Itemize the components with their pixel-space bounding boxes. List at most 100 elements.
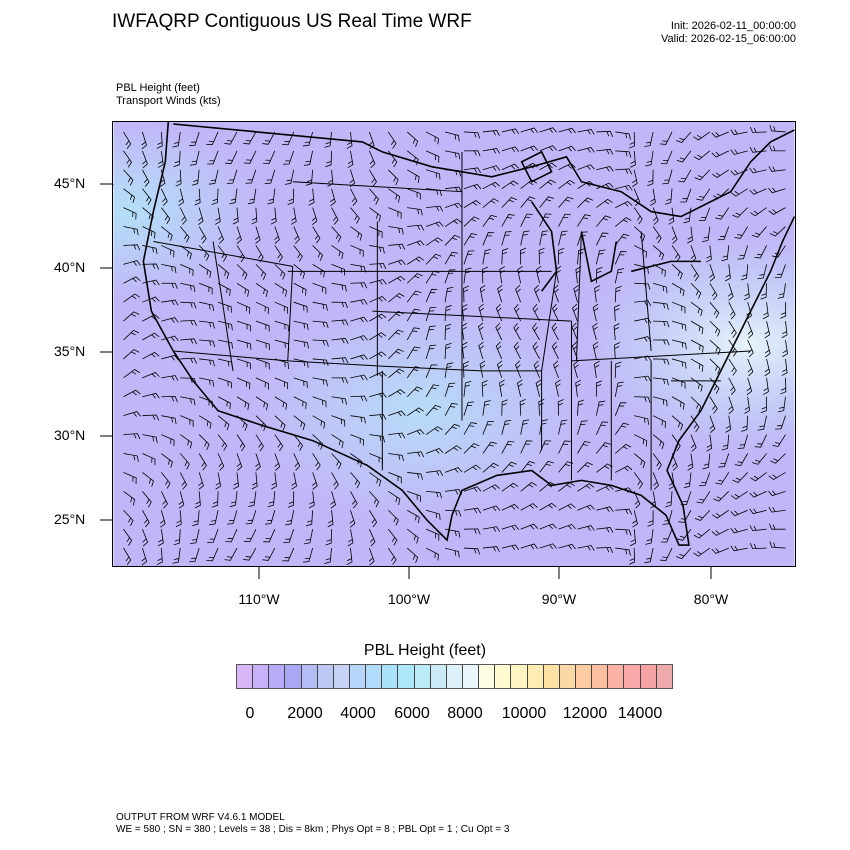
- wind-barb: [615, 547, 631, 556]
- wind-barb: [312, 282, 327, 294]
- wind-barb: [463, 183, 482, 190]
- wind-barb: [194, 188, 201, 206]
- wind-barb: [160, 188, 168, 206]
- wind-barb: [227, 510, 238, 525]
- wind-barb: [180, 319, 197, 327]
- wind-barb: [515, 284, 522, 303]
- wind-barb: [123, 547, 132, 565]
- wind-barb: [156, 131, 163, 149]
- wind-barb: [445, 169, 462, 177]
- wind-barb: [407, 429, 425, 435]
- colorbar-box: [253, 665, 270, 688]
- wind-barb: [596, 506, 614, 512]
- wind-barb: [571, 322, 578, 341]
- wind-barb: [123, 453, 139, 462]
- wind-barb: [634, 317, 652, 324]
- wind-barb: [653, 301, 669, 310]
- wind-barb: [207, 529, 219, 543]
- wind-barb: [594, 285, 600, 303]
- wind-barb: [709, 377, 720, 394]
- wind-barb: [406, 290, 422, 303]
- wind-barb: [123, 260, 141, 266]
- wind-barb: [142, 207, 154, 223]
- wind-barb: [283, 150, 295, 165]
- wind-barb: [690, 358, 704, 372]
- wind-barb: [180, 357, 197, 364]
- wind-barb: [189, 131, 200, 147]
- colorbar-box: [333, 665, 350, 688]
- wind-barb: [142, 296, 160, 303]
- wind-barb: [274, 396, 288, 410]
- wind-barb: [630, 529, 637, 547]
- wind-barb: [769, 226, 786, 237]
- wind-barb: [539, 127, 557, 133]
- wind-barb: [312, 245, 324, 261]
- wind-barb: [426, 509, 441, 520]
- wind-barb: [690, 339, 704, 353]
- wind-barb: [199, 358, 215, 367]
- wind-barb: [217, 396, 231, 410]
- wind-barb: [751, 453, 767, 465]
- wind-barb: [706, 434, 713, 452]
- wind-barb: [777, 396, 786, 413]
- wind-barb: [754, 245, 767, 259]
- wind-barb: [180, 415, 194, 427]
- wind-barb: [208, 169, 219, 185]
- wind-barb: [495, 303, 503, 322]
- wind-barb: [157, 529, 164, 547]
- field-label: PBL Height (feet): [116, 82, 200, 94]
- wind-barb: [693, 547, 711, 557]
- wind-barb: [159, 510, 166, 528]
- wind-barb: [350, 472, 361, 489]
- wind-barb: [407, 224, 425, 231]
- wind-barb: [501, 461, 517, 473]
- wind-barbs: [123, 125, 788, 566]
- wind-barb: [243, 150, 257, 164]
- wind-barb: [520, 461, 536, 473]
- colorbar-label: 0: [245, 705, 255, 722]
- wind-barb: [482, 181, 500, 190]
- wind-barb: [532, 341, 540, 360]
- wind-barb: [331, 434, 344, 449]
- wind-barb: [236, 358, 252, 370]
- wind-barb: [652, 396, 668, 407]
- wind-barb: [614, 342, 621, 359]
- wind-barb: [445, 509, 462, 517]
- wind-barb: [671, 434, 681, 452]
- wind-barb: [369, 472, 382, 487]
- wind-barb: [644, 547, 654, 564]
- wind-barb: [444, 286, 454, 303]
- lon-label-90w: 90°W: [541, 591, 577, 607]
- wind-barb: [406, 308, 421, 322]
- wind-barb: [263, 529, 276, 543]
- wind-barb: [730, 169, 748, 176]
- wind-barb: [255, 358, 270, 370]
- wind-barb: [161, 207, 171, 224]
- wind-barb: [709, 264, 716, 282]
- wind-barb: [539, 230, 549, 246]
- wind-barb: [312, 396, 327, 408]
- wind-barb: [255, 245, 264, 263]
- wind-barb: [425, 253, 442, 265]
- wind-barb: [142, 529, 149, 547]
- wind-barb: [267, 188, 276, 205]
- wind-barb: [751, 226, 767, 238]
- wind-barb: [287, 188, 295, 205]
- wind-barb: [236, 396, 250, 411]
- valid-time: Valid: 2026-02-15_06:00:00: [661, 33, 796, 45]
- colorbar-box: [430, 665, 447, 688]
- wind-barb: [426, 490, 443, 499]
- wind-barb: [762, 302, 769, 320]
- wind-barb: [425, 131, 439, 145]
- wind-barb: [426, 188, 442, 197]
- colorbar: [236, 664, 673, 689]
- wind-barb: [596, 198, 613, 208]
- wind-barb: [248, 491, 257, 507]
- colorbar-box: [656, 665, 672, 688]
- wind-barb: [293, 282, 307, 296]
- wind-barb: [535, 265, 542, 284]
- wind-barb: [425, 325, 436, 341]
- wind-barb: [142, 263, 160, 270]
- wind-barb: [614, 381, 624, 397]
- colorbar-label: 6000: [394, 705, 430, 722]
